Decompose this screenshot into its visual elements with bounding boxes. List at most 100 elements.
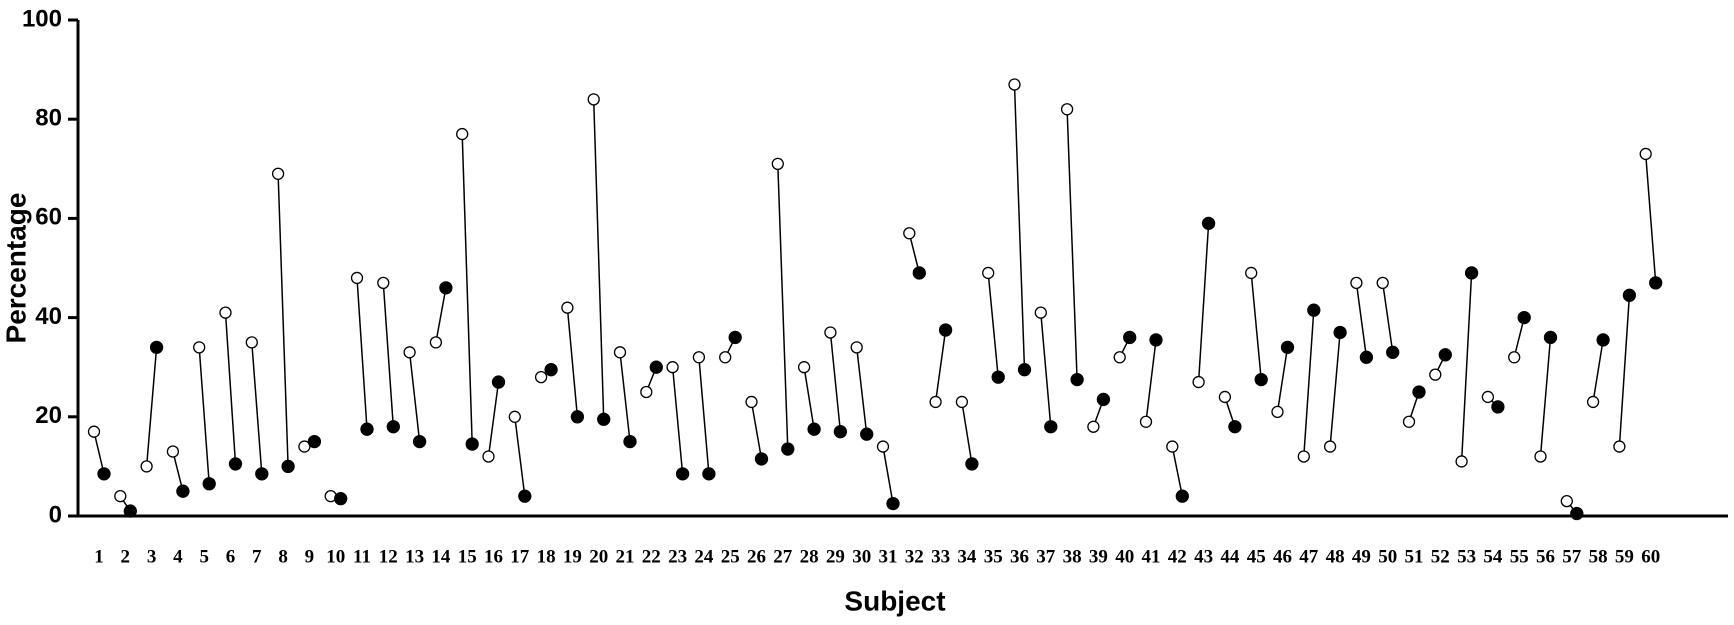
filled-point: [1254, 372, 1268, 387]
y-tick-label: 0: [49, 501, 62, 528]
x-tick-label: 5: [199, 546, 209, 567]
x-tick-label: 21: [616, 546, 635, 567]
connector: [1171, 446, 1184, 497]
filled-point: [465, 437, 479, 451]
filled-point: [307, 434, 322, 449]
x-tick-label: 57: [1562, 546, 1582, 567]
open-point: [1534, 450, 1547, 463]
connector: [145, 347, 158, 467]
x-tick-label: 40: [1115, 546, 1134, 567]
x-tick-label: 49: [1352, 546, 1371, 567]
x-tick-label: 28: [800, 546, 819, 567]
connector: [698, 357, 710, 474]
filled-point: [728, 330, 742, 345]
open-point: [692, 351, 706, 364]
x-tick-label: 33: [931, 546, 950, 567]
open-point: [1034, 306, 1047, 319]
x-tick-label: 38: [1063, 546, 1082, 567]
x-tick-label: 6: [226, 546, 236, 567]
open-point: [1508, 351, 1521, 364]
filled-point: [1438, 348, 1452, 362]
connector: [172, 451, 184, 492]
filled-point: [1228, 420, 1242, 434]
connector: [1197, 223, 1210, 383]
open-point: [1218, 390, 1232, 404]
filled-point: [176, 484, 190, 498]
connector: [961, 401, 973, 465]
open-point: [1087, 420, 1100, 433]
x-tick-label: 3: [147, 546, 157, 567]
connector: [592, 99, 605, 420]
x-tick-label: 19: [563, 546, 582, 567]
filled-point: [833, 425, 848, 439]
open-point: [429, 336, 443, 349]
connector: [908, 233, 921, 274]
filled-point: [123, 504, 137, 518]
x-tick-label: 34: [957, 546, 977, 567]
open-point: [245, 336, 258, 349]
filled-point: [1412, 385, 1426, 399]
open-point: [1323, 440, 1337, 453]
connector: [987, 272, 999, 378]
x-tick-label: 59: [1615, 546, 1634, 567]
filled-point: [1359, 350, 1374, 364]
open-point: [771, 157, 784, 170]
connector: [1381, 282, 1394, 353]
connector: [882, 446, 894, 504]
filled-point: [1622, 288, 1637, 302]
filled-point: [228, 457, 243, 471]
filled-point: [334, 491, 348, 506]
open-point: [1139, 415, 1153, 428]
open-point: [955, 395, 969, 409]
connector: [514, 416, 526, 497]
x-tick-label: 14: [431, 546, 451, 567]
connector: [829, 332, 842, 432]
connector: [1040, 312, 1052, 427]
x-tick-label: 55: [1510, 546, 1529, 567]
open-point: [166, 445, 180, 458]
filled-point: [202, 477, 216, 491]
x-tick-label: 50: [1378, 546, 1397, 567]
y-tick-label: 60: [35, 204, 62, 231]
connector: [1618, 295, 1631, 447]
y-axis-label: Percentage: [0, 193, 31, 344]
connector: [1513, 317, 1525, 358]
open-point: [350, 271, 364, 285]
filled-point: [149, 340, 164, 355]
x-tick-label: 41: [1142, 546, 1161, 567]
filled-point: [544, 363, 558, 377]
filled-point: [807, 422, 821, 436]
x-tick-label: 39: [1089, 546, 1108, 567]
x-tick-label: 30: [852, 546, 871, 567]
y-tick-label: 20: [35, 402, 62, 429]
open-point: [1613, 440, 1626, 453]
filled-point: [1464, 266, 1479, 280]
connector: [1460, 272, 1473, 462]
open-point: [745, 395, 758, 409]
open-point: [193, 341, 206, 354]
filled-point: [1096, 392, 1111, 407]
open-point: [797, 361, 811, 374]
connector: [1329, 332, 1341, 447]
open-point: [640, 385, 653, 399]
open-point: [456, 127, 469, 141]
filled-point: [860, 427, 874, 441]
filled-point: [1570, 506, 1584, 521]
connector: [671, 367, 684, 474]
open-point: [114, 490, 127, 503]
filled-point: [1517, 310, 1531, 325]
filled-point: [754, 452, 769, 466]
connector: [566, 307, 579, 417]
open-point: [1297, 450, 1310, 463]
x-tick-label: 11: [353, 546, 371, 567]
filled-point: [1123, 330, 1137, 345]
connector: [777, 163, 789, 450]
x-tick-label: 32: [905, 546, 924, 567]
connector: [750, 401, 763, 460]
connector: [198, 347, 210, 484]
x-tick-label: 52: [1431, 546, 1450, 567]
connector: [1066, 109, 1078, 380]
filled-point: [570, 410, 585, 424]
filled-point: [439, 281, 453, 295]
filled-point: [675, 467, 690, 481]
